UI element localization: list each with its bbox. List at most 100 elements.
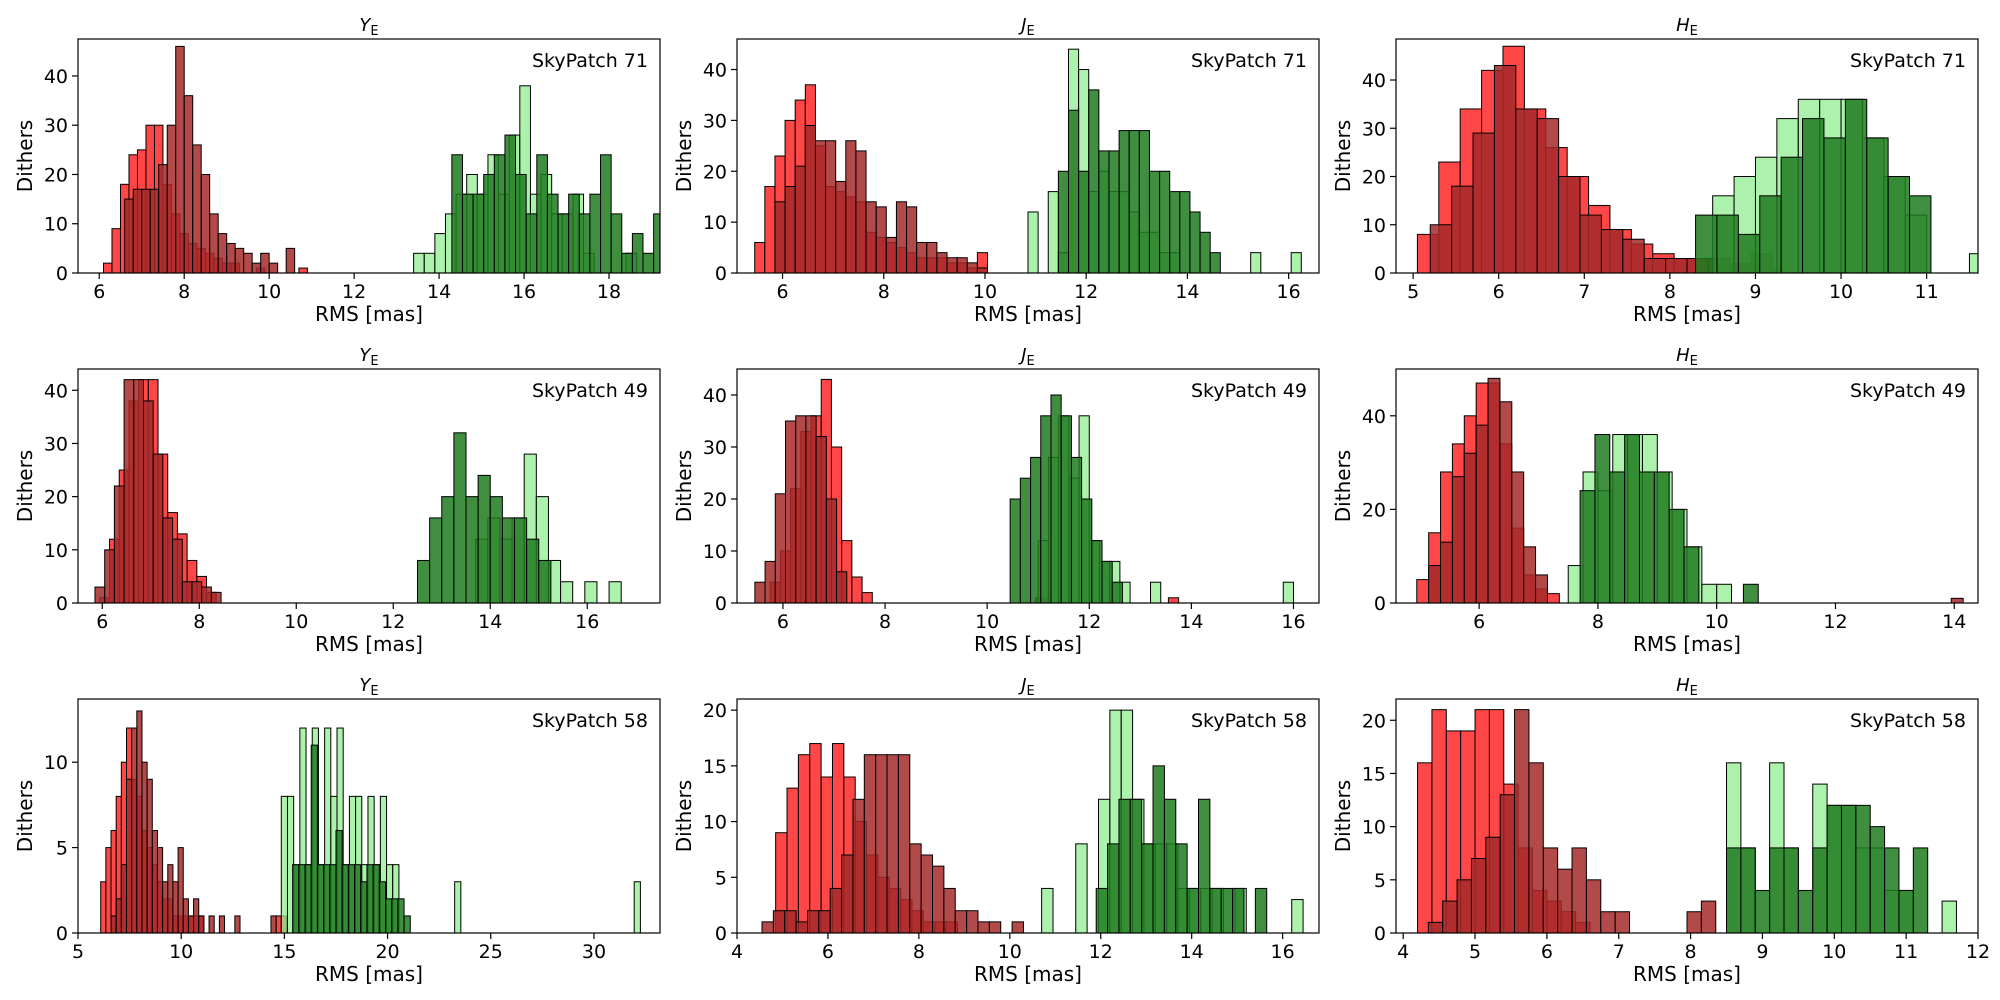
- bar-darkgreen: [1844, 98, 1868, 273]
- bar-lightgreen: [1968, 253, 1978, 273]
- bar-darkred: [208, 915, 215, 933]
- bar-darkgreen: [1030, 456, 1042, 603]
- bar-darkred: [120, 864, 127, 933]
- x-tick-label: 6: [1493, 281, 1505, 303]
- bar-darkred: [234, 915, 241, 933]
- histogram-panel-2: 6 8 10 12 14 16 0 10 20 30 40 JE SkyPatch 71 RMS [mas…: [672, 15, 1320, 326]
- bar-darkgreen: [1057, 170, 1069, 273]
- bar-darkred: [162, 881, 169, 933]
- bars-group: [94, 379, 622, 603]
- bar-darkred: [210, 591, 222, 603]
- bar-red: [861, 592, 873, 603]
- bar-lightgreen: [608, 581, 622, 603]
- bar-darkred: [172, 538, 183, 603]
- bar-darkgreen: [600, 154, 612, 273]
- bar-lightgreen: [434, 233, 446, 273]
- bar-darkred: [1585, 879, 1602, 933]
- x-tick-label: 10: [1822, 941, 1846, 963]
- bar-darkgreen: [504, 134, 517, 273]
- bar-darkgreen: [1009, 498, 1021, 603]
- bar-darkred: [104, 549, 115, 603]
- bar-darkgreen: [1111, 581, 1123, 603]
- bar-darkgreen: [378, 881, 387, 933]
- bar-darkred: [926, 241, 938, 273]
- histogram-panel-3: 5 6 7 8 9 10 11 0 10 20 30 40 HE SkyPatch 71 RMS [mas]…: [1331, 15, 1979, 326]
- bar-red: [105, 847, 112, 933]
- bar-darkgreen: [1129, 798, 1143, 933]
- y-tick-label: 10: [44, 540, 68, 562]
- bar-darkgreen: [341, 864, 349, 933]
- panel-title: JE: [1018, 15, 1035, 39]
- bar-darkgreen: [1866, 137, 1889, 273]
- y-tick-label: 20: [1362, 499, 1386, 521]
- x-tick-label: 8: [879, 611, 891, 633]
- bar-darkgreen: [1653, 471, 1670, 603]
- bar-darkred: [1523, 546, 1537, 603]
- bar-darkgreen: [1159, 170, 1171, 273]
- y-tick-label: 10: [703, 812, 727, 834]
- bar-lightgreen: [423, 252, 436, 273]
- bar-darkgreen: [1152, 765, 1165, 933]
- bar-darkred: [177, 847, 184, 933]
- bar-darkgreen: [653, 213, 660, 273]
- x-tick-label: 10: [284, 611, 308, 633]
- y-axis-label: Dithers: [13, 780, 37, 852]
- bar-darkred: [1515, 108, 1538, 273]
- bar-darkred: [956, 257, 968, 273]
- bar-darkred: [946, 257, 958, 273]
- bar-darkgreen: [1609, 471, 1626, 603]
- bar-darkgreen: [347, 864, 356, 933]
- bar-darkred: [201, 586, 212, 603]
- y-axis-label: Dithers: [1331, 450, 1355, 522]
- bar-lightgreen: [1701, 583, 1718, 603]
- bar-darkred: [1614, 911, 1631, 933]
- x-tick-label: 16: [1281, 611, 1305, 633]
- x-tick-label: 10: [1829, 281, 1853, 303]
- bar-darkgreen: [1624, 434, 1640, 603]
- x-tick-label: 9: [1756, 941, 1768, 963]
- bar-darkred: [784, 186, 796, 273]
- bar-lightgreen: [1027, 211, 1039, 273]
- y-tick-label: 20: [1362, 710, 1386, 732]
- bar-darkred: [142, 400, 154, 603]
- panel-title: JE: [1018, 675, 1035, 699]
- bar-darkred: [152, 453, 164, 603]
- bar-darkgreen: [1742, 583, 1759, 603]
- y-tick-label: 10: [44, 752, 68, 774]
- bar-darkred: [209, 213, 219, 273]
- bar-darkgreen: [1884, 847, 1900, 933]
- y-tick-label: 30: [44, 115, 68, 137]
- bar-darkgreen: [1070, 456, 1083, 603]
- bar-red: [764, 186, 776, 273]
- x-tick-label: 14: [478, 611, 502, 633]
- bar-darkgreen: [1797, 889, 1814, 933]
- bar-darkred: [198, 915, 205, 933]
- bar-red: [851, 576, 863, 603]
- panel-title: YE: [359, 345, 378, 369]
- bar-red: [111, 228, 121, 273]
- bar-darkred: [774, 493, 787, 603]
- bar-darkred: [761, 921, 774, 933]
- bar-darkred: [124, 198, 134, 273]
- bar-darkred: [181, 581, 193, 603]
- y-tick-label: 0: [1374, 923, 1386, 945]
- bar-darkred: [1557, 868, 1573, 933]
- x-tick-label: 16: [1277, 281, 1301, 303]
- y-axis-label: Dithers: [1331, 780, 1355, 852]
- x-axis-label: RMS [mas]: [315, 302, 423, 326]
- bar-darkgreen: [515, 173, 527, 273]
- panel-title: HE: [1676, 15, 1698, 39]
- y-tick-label: 0: [715, 923, 727, 945]
- panel-title: JE: [1018, 345, 1035, 369]
- bar-darkgreen: [1060, 415, 1072, 603]
- axes-frame: [1395, 368, 1979, 604]
- bar-darkred: [226, 242, 236, 273]
- bar-darkred: [1451, 185, 1474, 273]
- bar-darkgreen: [589, 193, 602, 273]
- bar-darkgreen: [489, 496, 503, 603]
- bar-darkred: [845, 140, 857, 273]
- bar-darkred: [772, 910, 786, 933]
- bar-darkgreen: [417, 559, 431, 603]
- axes-frame: [77, 368, 661, 604]
- bar-darkred: [192, 144, 202, 273]
